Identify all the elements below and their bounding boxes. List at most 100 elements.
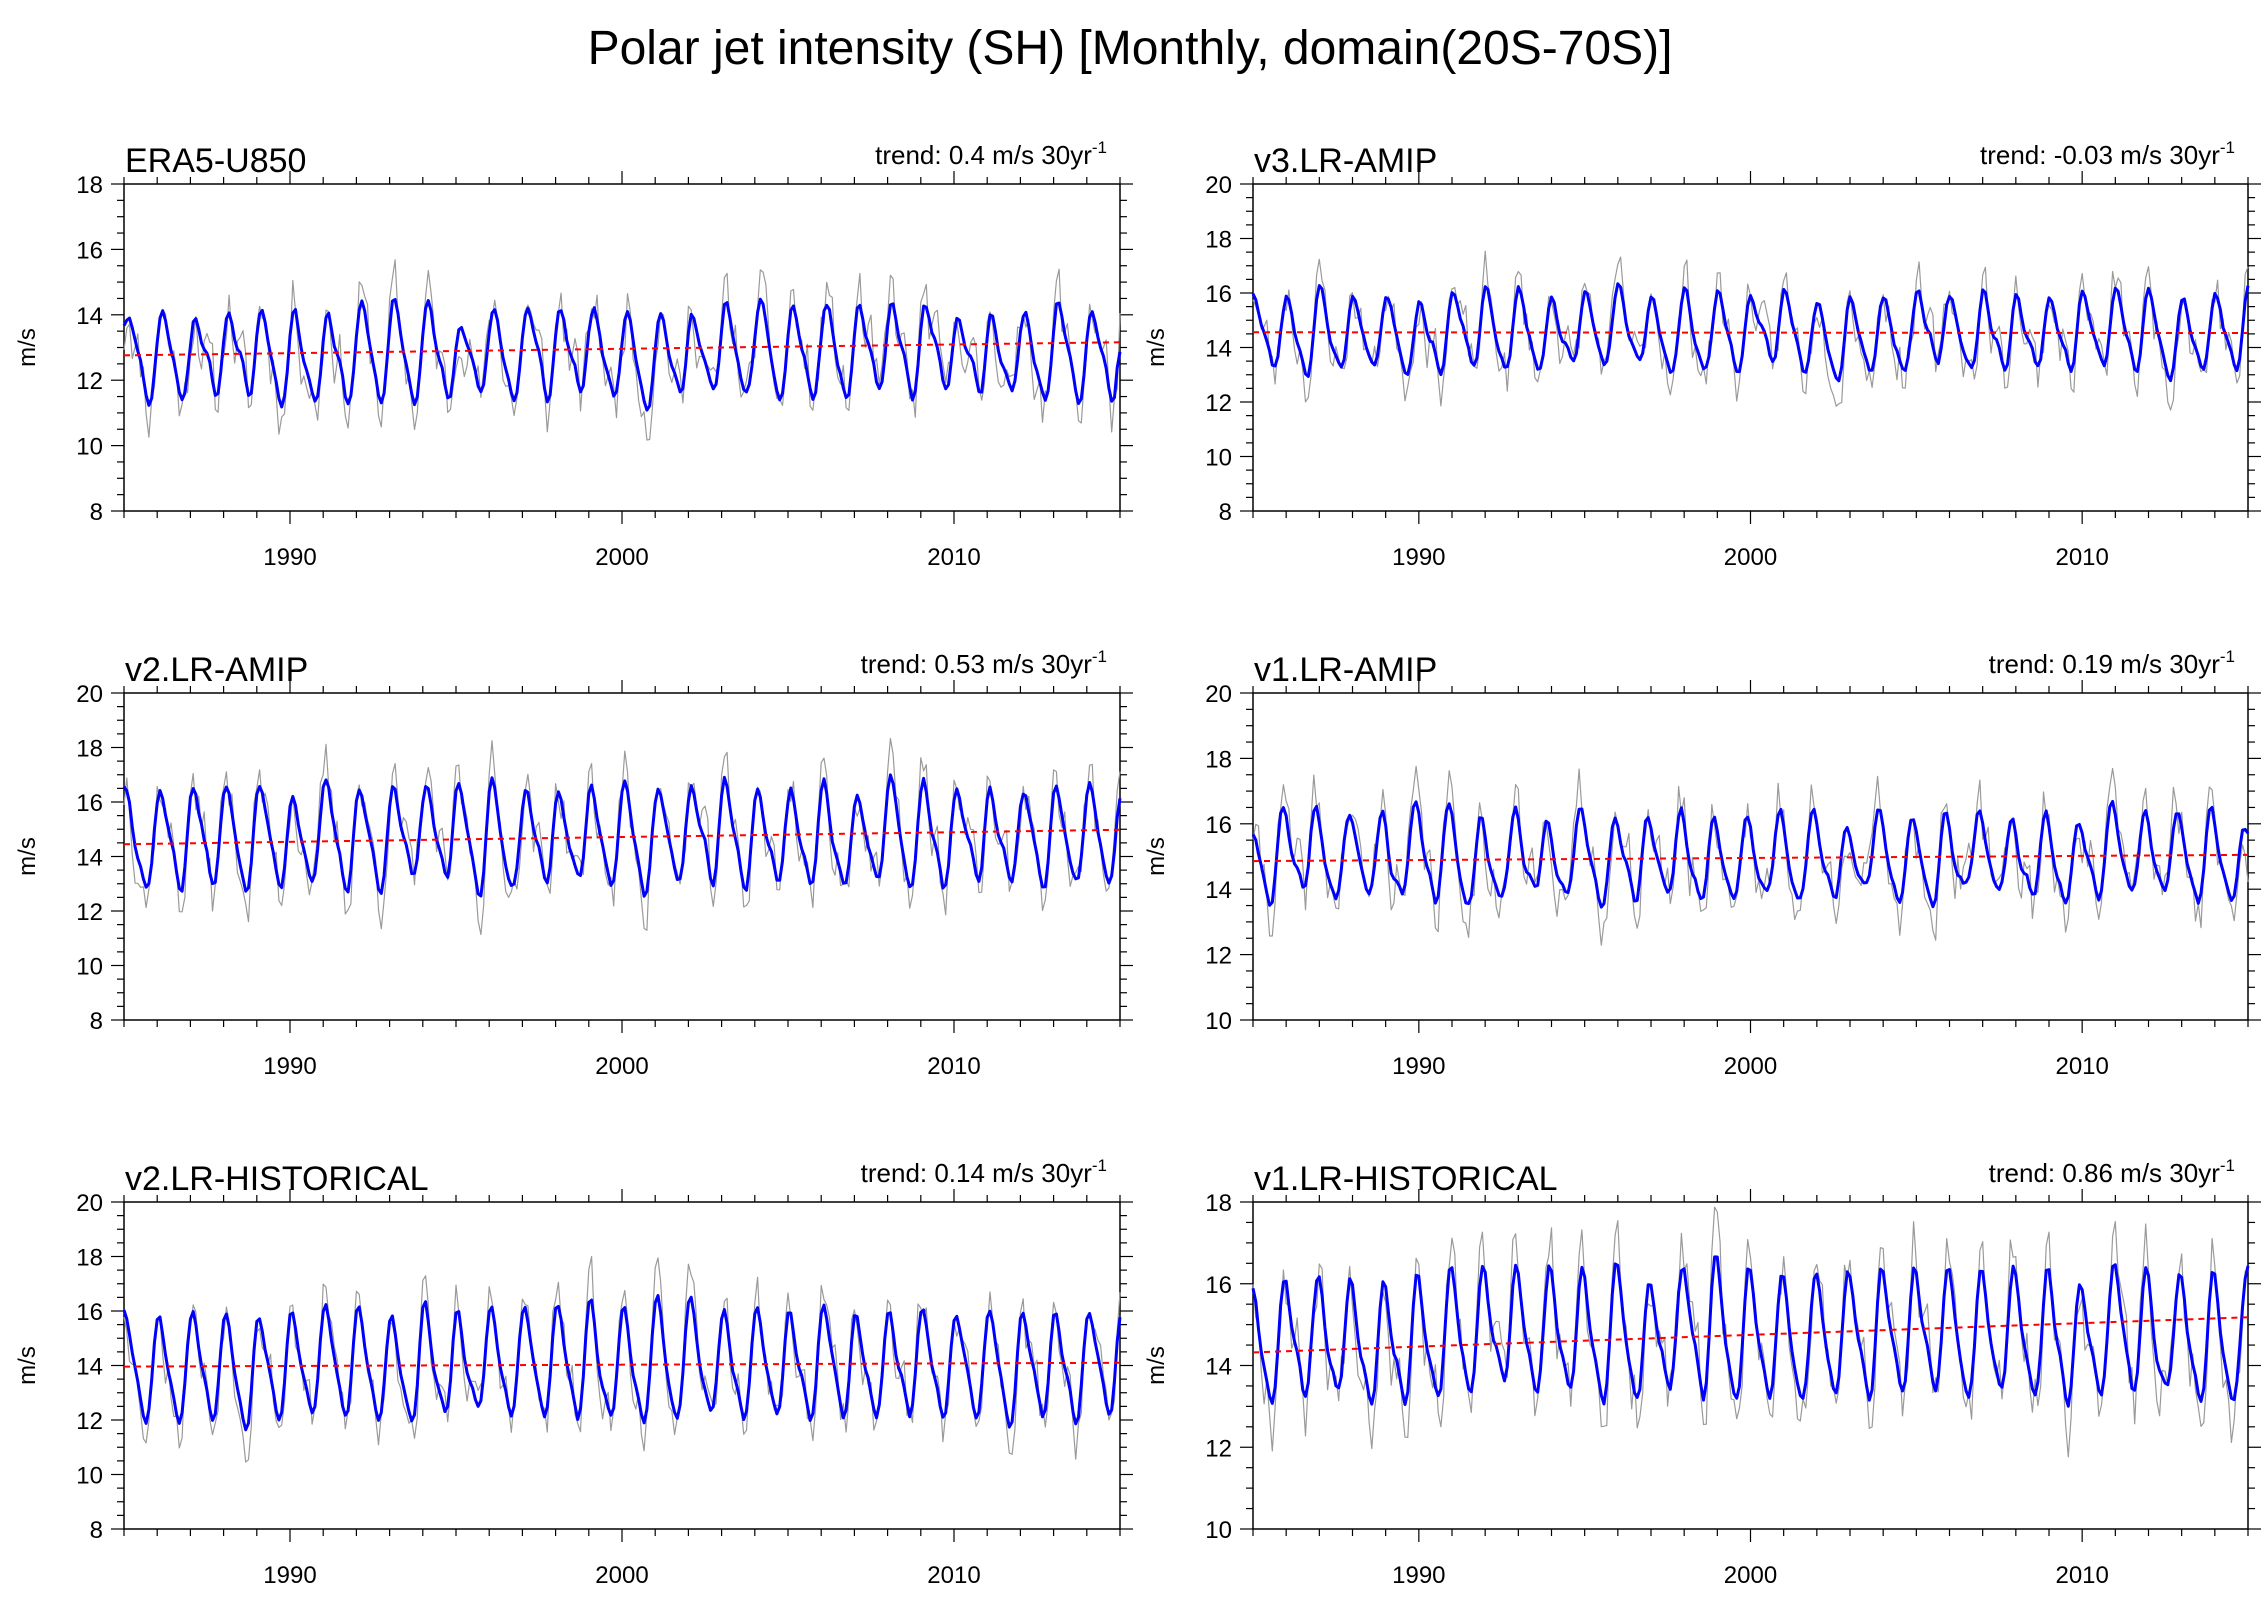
y-axis-label: m/s [14, 837, 41, 876]
x-tick-label: 2010 [927, 1562, 980, 1589]
y-tick-label: 8 [1219, 499, 1232, 526]
panel-title: v1.LR-HISTORICAL [1254, 1160, 1558, 1198]
y-tick-label: 16 [76, 790, 103, 817]
panel-title: v1.LR-AMIP [1254, 651, 1437, 689]
trend-annotation: trend: 0.19 m/s 30yr-1 [1989, 647, 2235, 679]
x-tick-label: 2000 [1724, 544, 1777, 571]
y-tick-label: 20 [1205, 681, 1232, 708]
y-tick-label: 10 [1205, 445, 1232, 472]
x-tick-label: 1990 [263, 544, 316, 571]
y-tick-label: 14 [76, 1354, 103, 1381]
y-tick-label: 14 [76, 845, 103, 872]
y-tick-label: 18 [76, 172, 103, 199]
y-tick-label: 12 [1205, 1435, 1232, 1462]
y-axis-label: m/s [14, 1346, 41, 1385]
y-tick-label: 20 [1205, 172, 1232, 199]
trend-annotation: trend: -0.03 m/s 30yr-1 [1980, 138, 2235, 170]
trend-exponent: -1 [1092, 138, 1107, 157]
series-smoothed-line [122, 297, 1122, 412]
trend-line [123, 828, 1121, 846]
trend-line [123, 341, 1121, 357]
panel-title: v2.LR-HISTORICAL [125, 1160, 429, 1198]
x-tick-label: 2010 [2055, 544, 2108, 571]
trend-line [1252, 331, 2249, 335]
panel-2: v3.LR-AMIP trend: -0.03 m/s 30yr-1 m/s 8 10 1… [1143, 138, 2261, 571]
y-tick-label: 14 [76, 303, 103, 330]
y-tick-label: 14 [1205, 877, 1232, 904]
trend-line [1252, 853, 2249, 863]
y-axis-label: m/s [1143, 837, 1170, 876]
trend-text: trend: 0.19 m/s 30yr [1989, 649, 2221, 679]
y-tick-label: 20 [76, 1190, 103, 1217]
panel-title: ERA5-U850 [125, 142, 306, 180]
x-tick-label: 2000 [1724, 1562, 1777, 1589]
series-monthly-line [1252, 765, 2249, 946]
trend-exponent: -1 [2220, 1156, 2235, 1175]
trend-line [123, 1361, 1121, 1368]
series-monthly-line [123, 1255, 1121, 1463]
y-tick-label: 10 [1205, 1517, 1232, 1544]
y-tick-label: 10 [76, 1463, 103, 1490]
y-tick-label: 18 [1205, 746, 1232, 773]
x-tick-label: 2010 [2055, 1053, 2108, 1080]
trend-text: trend: 0.86 m/s 30yr [1989, 1158, 2221, 1188]
trend-text: trend: 0.14 m/s 30yr [861, 1158, 1093, 1188]
y-tick-label: 16 [76, 1299, 103, 1326]
x-tick-label: 1990 [263, 1562, 316, 1589]
y-tick-label: 10 [1205, 1008, 1232, 1035]
series-smoothed-line [122, 1294, 1122, 1432]
y-tick-label: 20 [76, 681, 103, 708]
trend-text: trend: 0.53 m/s 30yr [861, 649, 1093, 679]
trend-annotation: trend: 0.4 m/s 30yr-1 [875, 138, 1107, 170]
panel-5: v2.LR-HISTORICAL trend: 0.14 m/s 30yr-1 m/… [14, 1156, 1133, 1589]
y-tick-label: 12 [1205, 943, 1232, 970]
panel-6: v1.LR-HISTORICAL trend: 0.86 m/s 30yr-1 m/… [1143, 1156, 2261, 1589]
panel-title: v2.LR-AMIP [125, 651, 308, 689]
x-tick-label: 1990 [1392, 544, 1445, 571]
series-smoothed-line [1251, 282, 2250, 383]
x-tick-label: 2010 [2055, 1562, 2108, 1589]
panel-3: v2.LR-AMIP trend: 0.53 m/s 30yr-1 m/s 8 10 12… [14, 647, 1133, 1080]
x-tick-label: 1990 [263, 1053, 316, 1080]
y-tick-label: 8 [90, 499, 103, 526]
y-tick-label: 14 [1205, 336, 1232, 363]
series-smoothed-line [1251, 1255, 2250, 1408]
y-tick-label: 16 [76, 237, 103, 264]
trend-exponent: -1 [2220, 647, 2235, 666]
x-tick-label: 2000 [595, 1053, 648, 1080]
trend-exponent: -1 [1092, 1156, 1107, 1175]
y-tick-label: 16 [1205, 812, 1232, 839]
x-tick-label: 1990 [1392, 1053, 1445, 1080]
y-axis-label: m/s [14, 328, 41, 367]
y-tick-label: 12 [76, 368, 103, 395]
y-tick-label: 12 [76, 1408, 103, 1435]
x-tick-label: 1990 [1392, 1562, 1445, 1589]
y-tick-label: 10 [76, 434, 103, 461]
x-tick-label: 2000 [1724, 1053, 1777, 1080]
panel-1: ERA5-U850 trend: 0.4 m/s 30yr-1 m/s 8 10 12 14… [14, 138, 1133, 571]
trend-annotation: trend: 0.86 m/s 30yr-1 [1989, 1156, 2235, 1188]
y-tick-label: 16 [1205, 281, 1232, 308]
trend-text: trend: -0.03 m/s 30yr [1980, 140, 2220, 170]
y-tick-label: 16 [1205, 1272, 1232, 1299]
x-tick-label: 2000 [595, 544, 648, 571]
series-smoothed-line [1251, 799, 2250, 909]
panel-title: v3.LR-AMIP [1254, 142, 1437, 180]
trend-exponent: -1 [2220, 138, 2235, 157]
x-tick-label: 2010 [927, 1053, 980, 1080]
figure-title: Polar jet intensity (SH) [Monthly, domai… [588, 22, 1673, 75]
trend-annotation: trend: 0.14 m/s 30yr-1 [861, 1156, 1107, 1188]
y-tick-label: 8 [90, 1008, 103, 1035]
y-tick-label: 10 [76, 954, 103, 981]
panels: ERA5-U850 trend: 0.4 m/s 30yr-1m/s8101214… [14, 138, 2261, 1589]
series-monthly-line [1252, 250, 2249, 411]
x-tick-label: 2000 [595, 1562, 648, 1589]
trend-text: trend: 0.4 m/s 30yr [875, 140, 1092, 170]
trend-annotation: trend: 0.53 m/s 30yr-1 [861, 647, 1107, 679]
plot-frame [1252, 692, 2249, 1021]
trend-exponent: -1 [1092, 647, 1107, 666]
y-tick-label: 18 [1205, 1190, 1232, 1217]
y-tick-label: 14 [1205, 1354, 1232, 1381]
plot-frame [1252, 1201, 2249, 1530]
